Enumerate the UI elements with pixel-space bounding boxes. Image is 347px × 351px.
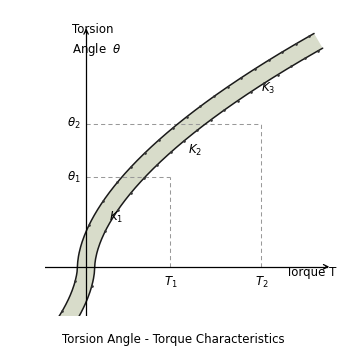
Polygon shape xyxy=(44,33,323,348)
Text: Torsion
Angle  $\theta$: Torsion Angle $\theta$ xyxy=(73,23,122,58)
Text: $K_3$: $K_3$ xyxy=(261,80,276,95)
Text: Torque T: Torque T xyxy=(286,266,337,279)
Text: $T_1$: $T_1$ xyxy=(163,274,177,290)
Text: $T_2$: $T_2$ xyxy=(255,274,268,290)
Text: Torsion Angle - Torque Characteristics: Torsion Angle - Torque Characteristics xyxy=(62,333,285,346)
Text: $K_1$: $K_1$ xyxy=(109,210,123,225)
Text: $K_2$: $K_2$ xyxy=(188,143,203,158)
Text: $\theta_1$: $\theta_1$ xyxy=(67,170,81,185)
Text: $\theta_2$: $\theta_2$ xyxy=(67,116,81,131)
